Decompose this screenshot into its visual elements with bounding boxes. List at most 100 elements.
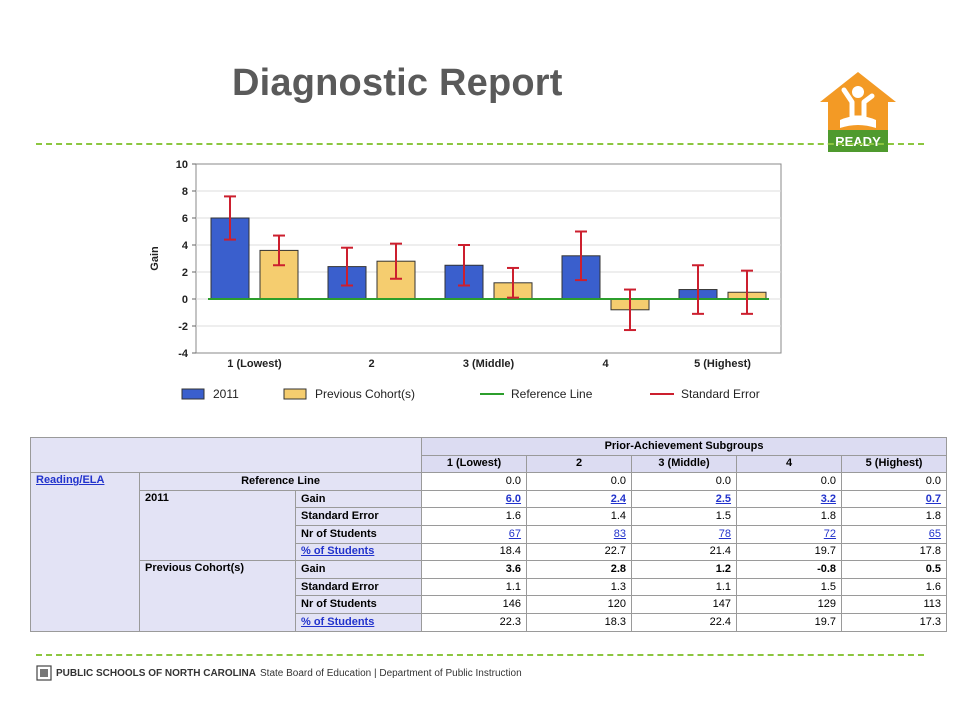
subject-link[interactable]: Reading/ELA <box>36 474 105 487</box>
gain-link[interactable]: 2.5 <box>715 492 732 505</box>
row-label-cell: % of Students <box>294 542 423 562</box>
gain-chart: -4 -2 0 2 4 6 8 10 Gain 1 (Lowest) 2 3 (Middle) 4 5 (… <box>149 159 782 401</box>
y-tick-label: 0 <box>182 294 188 306</box>
group-header: Prior-Achievement Subgroups <box>421 437 948 456</box>
cell: 67 <box>421 524 528 544</box>
cell: 0.0 <box>631 472 738 491</box>
cell: 18.4 <box>421 542 528 562</box>
gain-link[interactable]: 2.4 <box>610 492 627 505</box>
x-tick-label: 2 <box>368 358 374 370</box>
cell: 1.5 <box>736 577 843 597</box>
logo-book <box>840 116 876 128</box>
y-tick-label: 10 <box>176 159 188 171</box>
cell: 1.6 <box>841 577 948 597</box>
column-header: 1 (Lowest) <box>421 454 528 474</box>
cell: 6.0 <box>421 489 528 509</box>
column-header: 2 <box>526 454 633 474</box>
legend-label: Standard Error <box>681 387 760 401</box>
cell: 22.7 <box>526 542 633 562</box>
cell: 19.7 <box>736 542 843 562</box>
gain-link[interactable]: 0.7 <box>925 492 942 505</box>
cell: 1.2 <box>631 560 738 579</box>
logo-text: READY <box>835 134 881 149</box>
row-label-cell: % of Students <box>294 612 423 632</box>
cell: 0.0 <box>526 472 633 491</box>
cell: 72 <box>736 524 843 544</box>
cell: 2.4 <box>526 489 633 509</box>
gain-link[interactable]: 6.0 <box>505 492 522 505</box>
cell: 3.2 <box>736 489 843 509</box>
cell: 113 <box>841 595 948 614</box>
cell: 120 <box>526 595 633 614</box>
x-tick-label: 1 (Lowest) <box>227 358 282 370</box>
students-link[interactable]: 67 <box>508 527 522 540</box>
y-tick-label: 4 <box>182 240 189 252</box>
cell: 1.3 <box>526 577 633 597</box>
cell: 0.5 <box>841 560 948 579</box>
logo-roof <box>820 72 896 130</box>
column-header: 3 (Middle) <box>631 454 738 474</box>
cell: 0.0 <box>421 472 528 491</box>
y-tick-label: 2 <box>182 267 188 279</box>
legend-label: Reference Line <box>511 387 593 401</box>
cell: 1.1 <box>421 577 528 597</box>
cell: 21.4 <box>631 542 738 562</box>
students-link[interactable]: 65 <box>928 527 942 540</box>
cell: 1.5 <box>631 507 738 526</box>
page-title: Diagnostic Report <box>232 62 563 104</box>
cell: 0.7 <box>841 489 948 509</box>
y-tick-label: -4 <box>178 348 189 360</box>
data-table: Prior-Achievement Subgroups 1 (Lowest) 2… <box>29 436 948 632</box>
gain-link[interactable]: 3.2 <box>820 492 837 505</box>
cell: 22.4 <box>631 612 738 632</box>
students-link[interactable]: 78 <box>718 527 732 540</box>
logo-banner <box>828 130 888 152</box>
row-label: Standard Error <box>294 507 423 526</box>
cell: 1.1 <box>631 577 738 597</box>
row-label: Nr of Students <box>294 524 423 544</box>
table-row: Prior-Achievement Subgroups <box>29 436 948 474</box>
table-corner <box>29 436 423 474</box>
table-row: 2011 Gain 6.0 2.4 2.5 3.2 0.7 <box>31 489 948 562</box>
x-tick-label: 4 <box>602 358 609 370</box>
table-row: Standard Error 1.1 1.3 1.1 1.5 1.6 <box>31 577 948 597</box>
cell: 18.3 <box>526 612 633 632</box>
footer: PUBLIC SCHOOLS OF NORTH CAROLINA State B… <box>36 665 522 681</box>
cell: 2.8 <box>526 560 633 579</box>
cell: 0.0 <box>736 472 843 491</box>
row-label: Gain <box>294 489 423 509</box>
cell: 22.3 <box>421 612 528 632</box>
legend-label: Previous Cohort(s) <box>315 387 415 401</box>
students-link[interactable]: 72 <box>823 527 837 540</box>
column-header: 5 (Highest) <box>841 454 948 474</box>
table-row: Nr of Students 67 83 78 72 65 <box>31 524 948 544</box>
pct-students-link[interactable]: % of Students <box>301 615 375 628</box>
cell: 3.6 <box>421 560 528 579</box>
cell: 129 <box>736 595 843 614</box>
y-tick-label: -2 <box>178 321 188 333</box>
cell: 1.8 <box>736 507 843 526</box>
cell: 78 <box>631 524 738 544</box>
table-row: % of Students 22.3 18.3 22.4 19.7 17.3 <box>31 612 948 632</box>
students-link[interactable]: 83 <box>613 527 627 540</box>
cell: 83 <box>526 524 633 544</box>
y-tick-label: 8 <box>182 186 188 198</box>
cell: 17.8 <box>841 542 948 562</box>
cohort-label: 2011 <box>139 489 296 562</box>
logo-head <box>852 86 864 98</box>
table-row: % of Students 18.4 22.7 21.4 19.7 17.8 <box>31 542 948 562</box>
row-label: Standard Error <box>294 577 423 597</box>
table-row: 1 (Lowest) 2 3 (Middle) 4 5 (Highest) <box>31 454 948 474</box>
divider-bottom <box>36 654 924 656</box>
divider-top <box>36 143 924 145</box>
cell: 146 <box>421 595 528 614</box>
cell: 147 <box>631 595 738 614</box>
cell: -0.8 <box>736 560 843 579</box>
y-axis-label: Gain <box>149 246 161 271</box>
cell: 65 <box>841 524 948 544</box>
legend-label: 2011 <box>213 387 239 401</box>
pct-students-link[interactable]: % of Students <box>301 545 375 558</box>
cell: 1.4 <box>526 507 633 526</box>
row-label: Reference Line <box>138 472 423 491</box>
cell: 17.3 <box>841 612 948 632</box>
